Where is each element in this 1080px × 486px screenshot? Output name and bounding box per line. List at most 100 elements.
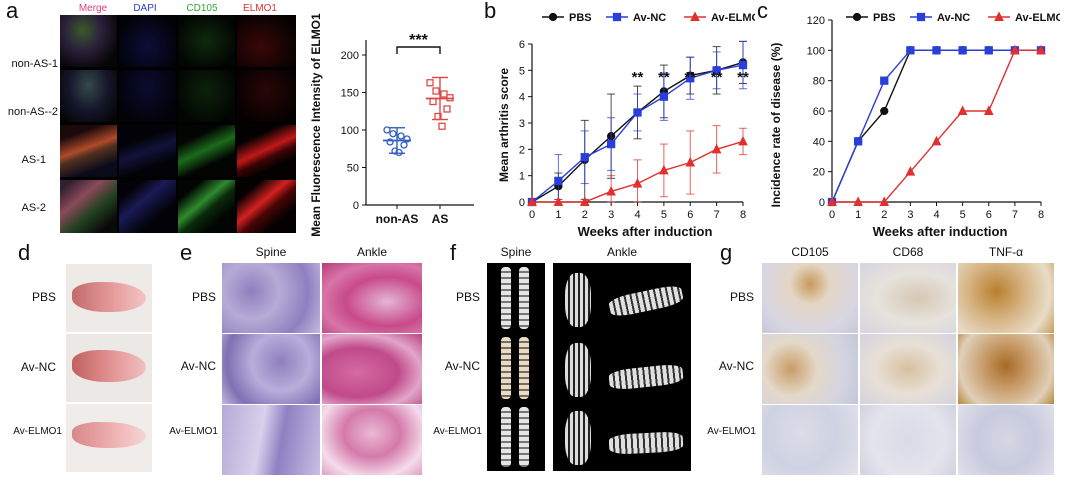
a-significance-bracket bbox=[396, 46, 441, 54]
b-legend-label: PBS bbox=[569, 12, 592, 24]
he-spine-av-elmo1 bbox=[222, 405, 320, 475]
c-legend-marker bbox=[916, 12, 926, 22]
he-spine-pbs bbox=[222, 263, 320, 333]
c-series-line bbox=[831, 49, 1041, 203]
b-xtick-label: 5 bbox=[661, 209, 667, 221]
b-legend-label: Av-NC bbox=[633, 12, 666, 24]
b-data-point bbox=[606, 185, 616, 196]
ihc-cd105-av-elmo1 bbox=[762, 405, 858, 475]
c-legend-marker bbox=[994, 11, 1004, 21]
b-data-point bbox=[527, 196, 537, 206]
c-data-point bbox=[880, 76, 889, 85]
a-data-point bbox=[400, 141, 408, 149]
panel-a-letter: a bbox=[6, 0, 19, 23]
ihc-cd68-pbs bbox=[860, 263, 956, 333]
g-col-cd105: CD105 bbox=[791, 245, 829, 259]
c-data-point bbox=[905, 166, 916, 176]
b-data-point bbox=[686, 74, 695, 83]
b-xtick-label: 3 bbox=[608, 209, 614, 221]
c-data-point bbox=[957, 105, 968, 115]
panel-g-letter: g bbox=[720, 240, 733, 265]
b-xtick-label: 0 bbox=[529, 209, 535, 221]
b-data-point bbox=[711, 143, 722, 154]
b-significance-label: ** bbox=[632, 69, 644, 86]
paw-photo-pbs bbox=[66, 264, 152, 332]
a-data-point bbox=[438, 122, 446, 130]
chart-c-line: Incidence rate of disease (%) Weeks afte… bbox=[769, 11, 1060, 239]
a-data-point bbox=[426, 79, 434, 87]
channel-label-elmo1: ELMO1 bbox=[243, 3, 277, 14]
b-ytick-label: 3 bbox=[519, 118, 525, 130]
c-ytick-label: 120 bbox=[807, 15, 825, 27]
fluor-nonas1-elmo1 bbox=[237, 15, 296, 67]
fluor-as1-cd105 bbox=[178, 125, 235, 177]
fluor-nonas1-cd105 bbox=[178, 15, 235, 67]
c-data-point bbox=[983, 105, 994, 115]
panel-c-letter: c bbox=[757, 0, 768, 23]
row-label-as-1: AS-1 bbox=[21, 154, 46, 166]
f-col-ankle: Ankle bbox=[606, 245, 638, 259]
d-row-label-av-elmo1: Av-ELMO1 bbox=[13, 426, 62, 437]
c-data-point bbox=[958, 46, 967, 55]
fluor-as1-elmo1 bbox=[237, 125, 296, 177]
g-col-tnf: TNF-α bbox=[988, 245, 1024, 259]
b-legend-marker bbox=[548, 12, 558, 22]
c-xtick-label: 8 bbox=[1038, 209, 1044, 221]
ihc-cd105-pbs bbox=[762, 263, 858, 333]
channel-label-dapi: DAPI bbox=[133, 3, 157, 14]
c-legend-label: Av-ELMO1 bbox=[1015, 12, 1060, 24]
fluor-as2-elmo1 bbox=[237, 180, 296, 233]
chart-b-xlabel: Weeks after induction bbox=[578, 224, 713, 239]
a-data-point bbox=[383, 126, 391, 134]
row-label-non-as-1: non-AS-1 bbox=[11, 58, 58, 70]
c-xtick-label: 2 bbox=[881, 209, 887, 221]
f-row-label-av-elmo1: Av-ELMO1 bbox=[433, 426, 482, 437]
b-ytick-label: 2 bbox=[519, 144, 525, 156]
c-series-line bbox=[831, 49, 1041, 203]
c-series-line bbox=[832, 49, 1041, 203]
a-ytick-label: 0 bbox=[353, 200, 359, 212]
fluor-nonas2-dapi bbox=[119, 70, 176, 122]
c-legend-label: Av-NC bbox=[937, 12, 970, 24]
g-row-label-av-nc: Av-NC bbox=[718, 359, 754, 373]
ct-ankle-column bbox=[553, 263, 691, 471]
b-xtick-label: 7 bbox=[714, 209, 720, 221]
fluor-as1-merge bbox=[60, 125, 117, 177]
he-spine-av-nc bbox=[222, 334, 320, 404]
b-data-point bbox=[554, 176, 563, 186]
b-ytick-label: 6 bbox=[519, 39, 525, 51]
ihc-tnf-av-nc bbox=[958, 334, 1054, 404]
b-significance-label: ** bbox=[737, 69, 749, 86]
c-data-point bbox=[1010, 44, 1020, 55]
e-row-label-pbs: PBS bbox=[191, 290, 216, 304]
c-ytick-label: 100 bbox=[807, 45, 825, 57]
c-data-point bbox=[932, 46, 941, 55]
he-ankle-av-nc bbox=[322, 334, 422, 404]
fluor-as2-dapi bbox=[119, 180, 176, 233]
b-data-point bbox=[685, 156, 696, 167]
ihc-cd68-av-elmo1 bbox=[860, 405, 956, 475]
e-col-spine: Spine bbox=[255, 245, 287, 259]
b-xtick-label: 6 bbox=[687, 209, 693, 221]
ihc-cd68-av-nc bbox=[860, 334, 956, 404]
b-data-point bbox=[712, 66, 721, 75]
a-data-point bbox=[443, 105, 451, 113]
a-data-point bbox=[397, 132, 405, 140]
c-xtick-label: 4 bbox=[933, 209, 939, 221]
b-xtick-label: 2 bbox=[582, 209, 588, 221]
c-data-point bbox=[1036, 44, 1046, 55]
paw-photo-av-nc bbox=[66, 334, 152, 402]
b-legend-marker bbox=[612, 12, 622, 22]
b-data-point bbox=[553, 196, 564, 206]
c-data-point bbox=[984, 46, 993, 55]
b-legend-label: Av-ELMO1 bbox=[711, 12, 755, 24]
chart-b-line: Mean arthritis score Weeks after inducti… bbox=[497, 11, 755, 239]
e-row-label-av-nc: Av-NC bbox=[180, 359, 216, 373]
f-row-label-av-nc: Av-NC bbox=[444, 359, 480, 373]
c-data-point bbox=[879, 196, 890, 206]
panel-e-letter: e bbox=[180, 240, 193, 265]
c-xtick-label: 0 bbox=[829, 209, 835, 221]
g-row-label-av-elmo1: Av-ELMO1 bbox=[707, 426, 756, 437]
d-row-label-pbs: PBS bbox=[31, 290, 56, 304]
b-data-point bbox=[580, 153, 589, 162]
